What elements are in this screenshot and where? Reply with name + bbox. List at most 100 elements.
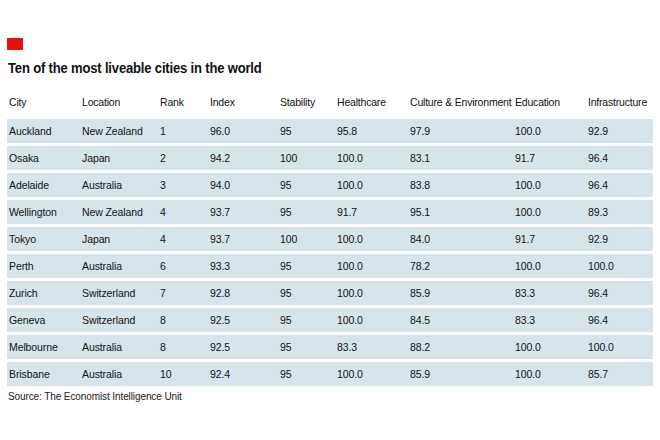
liveability-table: City Location Rank Index Stability Healt… <box>7 92 653 389</box>
cell-index: 93.3 <box>208 260 278 272</box>
cell-culture-environment: 83.8 <box>408 179 513 191</box>
column-header-education: Education <box>513 96 586 108</box>
cell-rank: 7 <box>158 287 208 299</box>
cell-city: Adelaide <box>7 179 80 191</box>
cell-location: Australia <box>80 260 158 272</box>
table-row: ZurichSwitzerland792.895100.085.983.396.… <box>7 281 653 305</box>
cell-index: 92.5 <box>208 341 278 353</box>
cell-index: 93.7 <box>208 206 278 218</box>
cell-infrastructure: 100.0 <box>586 260 653 272</box>
cell-city: Geneva <box>7 314 80 326</box>
table-header-row: City Location Rank Index Stability Healt… <box>7 92 653 108</box>
cell-culture-environment: 85.9 <box>408 287 513 299</box>
column-header-healthcare: Healthcare <box>335 96 408 108</box>
cell-stability: 95 <box>278 179 335 191</box>
column-header-infrastructure: Infrastructure <box>586 96 653 108</box>
cell-infrastructure: 92.9 <box>586 125 653 137</box>
cell-location: New Zealand <box>80 206 158 218</box>
economist-red-tab-icon <box>7 38 23 50</box>
cell-stability: 95 <box>278 260 335 272</box>
cell-healthcare: 100.0 <box>335 179 408 191</box>
cell-education: 91.7 <box>513 152 586 164</box>
cell-location: Switzerland <box>80 314 158 326</box>
cell-rank: 4 <box>158 233 208 245</box>
economist-liveability-graphic: Ten of the most liveable cities in the w… <box>0 0 660 440</box>
cell-infrastructure: 85.7 <box>586 368 653 380</box>
cell-culture-environment: 78.2 <box>408 260 513 272</box>
cell-rank: 8 <box>158 314 208 326</box>
table-row: AucklandNew Zealand196.09595.897.9100.09… <box>7 119 653 143</box>
source-note: Source: The Economist Intelligence Unit <box>8 391 182 402</box>
cell-culture-environment: 97.9 <box>408 125 513 137</box>
cell-infrastructure: 96.4 <box>586 152 653 164</box>
cell-culture-environment: 95.1 <box>408 206 513 218</box>
cell-index: 94.0 <box>208 179 278 191</box>
cell-city: Tokyo <box>7 233 80 245</box>
cell-infrastructure: 96.4 <box>586 287 653 299</box>
cell-healthcare: 100.0 <box>335 368 408 380</box>
cell-stability: 95 <box>278 314 335 326</box>
page-title: Ten of the most liveable cities in the w… <box>8 60 262 76</box>
cell-rank: 1 <box>158 125 208 137</box>
cell-location: Japan <box>80 152 158 164</box>
cell-city: Brisbane <box>7 368 80 380</box>
cell-city: Auckland <box>7 125 80 137</box>
table-row: TokyoJapan493.7100100.084.091.792.9 <box>7 227 653 251</box>
cell-index: 94.2 <box>208 152 278 164</box>
cell-rank: 10 <box>158 368 208 380</box>
column-header-location: Location <box>80 96 158 108</box>
table-row: AdelaideAustralia394.095100.083.8100.096… <box>7 173 653 197</box>
cell-index: 92.8 <box>208 287 278 299</box>
cell-education: 100.0 <box>513 368 586 380</box>
cell-infrastructure: 96.4 <box>586 179 653 191</box>
cell-rank: 4 <box>158 206 208 218</box>
cell-location: Australia <box>80 179 158 191</box>
cell-education: 100.0 <box>513 341 586 353</box>
column-header-index: Index <box>208 96 278 108</box>
column-header-rank: Rank <box>158 96 208 108</box>
cell-stability: 95 <box>278 206 335 218</box>
cell-culture-environment: 84.5 <box>408 314 513 326</box>
cell-stability: 95 <box>278 341 335 353</box>
cell-healthcare: 100.0 <box>335 152 408 164</box>
cell-stability: 95 <box>278 125 335 137</box>
cell-location: New Zealand <box>80 125 158 137</box>
cell-location: Japan <box>80 233 158 245</box>
cell-education: 100.0 <box>513 260 586 272</box>
cell-education: 91.7 <box>513 233 586 245</box>
cell-stability: 100 <box>278 233 335 245</box>
cell-city: Osaka <box>7 152 80 164</box>
cell-city: Melbourne <box>7 341 80 353</box>
cell-infrastructure: 96.4 <box>586 314 653 326</box>
cell-infrastructure: 92.9 <box>586 233 653 245</box>
table-row: PerthAustralia693.395100.078.2100.0100.0 <box>7 254 653 278</box>
column-header-culture-environment: Culture & Environment <box>408 96 513 108</box>
cell-rank: 6 <box>158 260 208 272</box>
cell-culture-environment: 83.1 <box>408 152 513 164</box>
cell-healthcare: 83.3 <box>335 341 408 353</box>
cell-culture-environment: 85.9 <box>408 368 513 380</box>
cell-healthcare: 100.0 <box>335 314 408 326</box>
cell-index: 96.0 <box>208 125 278 137</box>
table-row: BrisbaneAustralia1092.495100.085.9100.08… <box>7 362 653 386</box>
cell-rank: 3 <box>158 179 208 191</box>
cell-education: 83.3 <box>513 314 586 326</box>
cell-location: Switzerland <box>80 287 158 299</box>
cell-rank: 8 <box>158 341 208 353</box>
cell-city: Wellington <box>7 206 80 218</box>
cell-culture-environment: 88.2 <box>408 341 513 353</box>
cell-education: 100.0 <box>513 179 586 191</box>
watermark-artifact: ·· ·· ·· ··· <box>300 423 379 429</box>
cell-education: 100.0 <box>513 206 586 218</box>
cell-rank: 2 <box>158 152 208 164</box>
cell-stability: 100 <box>278 152 335 164</box>
table-row: OsakaJapan294.2100100.083.191.796.4 <box>7 146 653 170</box>
table-body: AucklandNew Zealand196.09595.897.9100.09… <box>7 119 653 386</box>
cell-location: Australia <box>80 368 158 380</box>
cell-city: Zurich <box>7 287 80 299</box>
cell-healthcare: 91.7 <box>335 206 408 218</box>
column-header-city: City <box>7 96 80 108</box>
cell-stability: 95 <box>278 368 335 380</box>
cell-city: Perth <box>7 260 80 272</box>
table-row: MelbourneAustralia892.59583.388.2100.010… <box>7 335 653 359</box>
